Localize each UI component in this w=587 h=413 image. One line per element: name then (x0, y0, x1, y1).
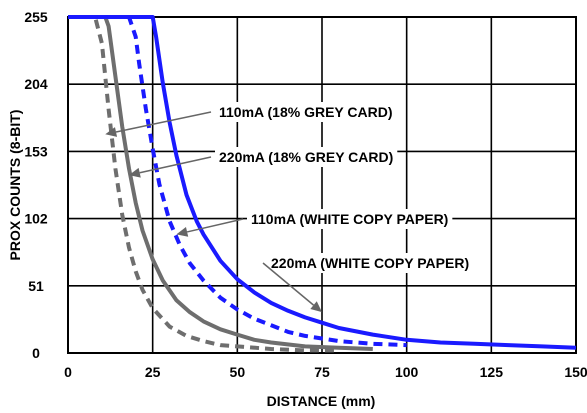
annotation-background (267, 253, 474, 273)
y-tick-label: 0 (32, 345, 40, 361)
annotation-arrowhead (128, 167, 141, 178)
annotation-label: 220mA (18% GREY CARD) (219, 149, 393, 165)
series-lines (68, 15, 577, 353)
series-line-3 (68, 15, 407, 348)
y-tick-label: 51 (28, 278, 44, 294)
annotation-leader-line (262, 262, 315, 306)
annotation-background (247, 209, 453, 229)
annotation-background (215, 147, 398, 167)
annotation-label: 110mA (WHITE COPY PAPER) (251, 211, 448, 227)
y-tick-label: 102 (24, 211, 48, 227)
annotation-leader-line (115, 111, 212, 133)
x-tick-label: 0 (64, 364, 72, 380)
x-tick-label: 150 (564, 364, 587, 380)
x-tick-label: 125 (480, 364, 504, 380)
annotation-leader-line (186, 218, 244, 233)
y-tick-label: 255 (24, 9, 48, 25)
series-line-2 (68, 15, 373, 351)
y-tick-labels: 0 51 102 153 204 255 (24, 9, 48, 361)
annotation-label: 110mA (18% GREY CARD) (219, 104, 393, 120)
x-tick-label: 75 (314, 364, 330, 380)
x-tick-label: 100 (395, 364, 419, 380)
x-tick-label: 50 (230, 364, 246, 380)
annotation-label: 220mA (WHITE COPY PAPER) (271, 255, 469, 271)
annotation-background (215, 102, 397, 122)
grid-lines (67, 16, 577, 354)
x-axis-title: DISTANCE (mm) (267, 393, 376, 409)
y-tick-label: 204 (24, 76, 48, 92)
annotations: 110mA (18% GREY CARD) 220mA (18% GREY CAR… (105, 102, 474, 313)
series-line-4 (68, 15, 577, 350)
y-axis-title: PROX COUNTS (8-BIT) (7, 110, 23, 261)
annotation-arrowhead (105, 127, 118, 137)
annotation-arrowhead (176, 227, 189, 237)
annotation-leader-line (139, 156, 212, 174)
plot-frame (67, 16, 577, 354)
annotation-arrowhead (310, 301, 322, 313)
x-tick-labels: 0 25 50 75 100 125 150 (64, 364, 587, 380)
series-line-1 (68, 15, 339, 353)
x-tick-label: 25 (145, 364, 161, 380)
y-tick-label: 153 (24, 143, 48, 159)
